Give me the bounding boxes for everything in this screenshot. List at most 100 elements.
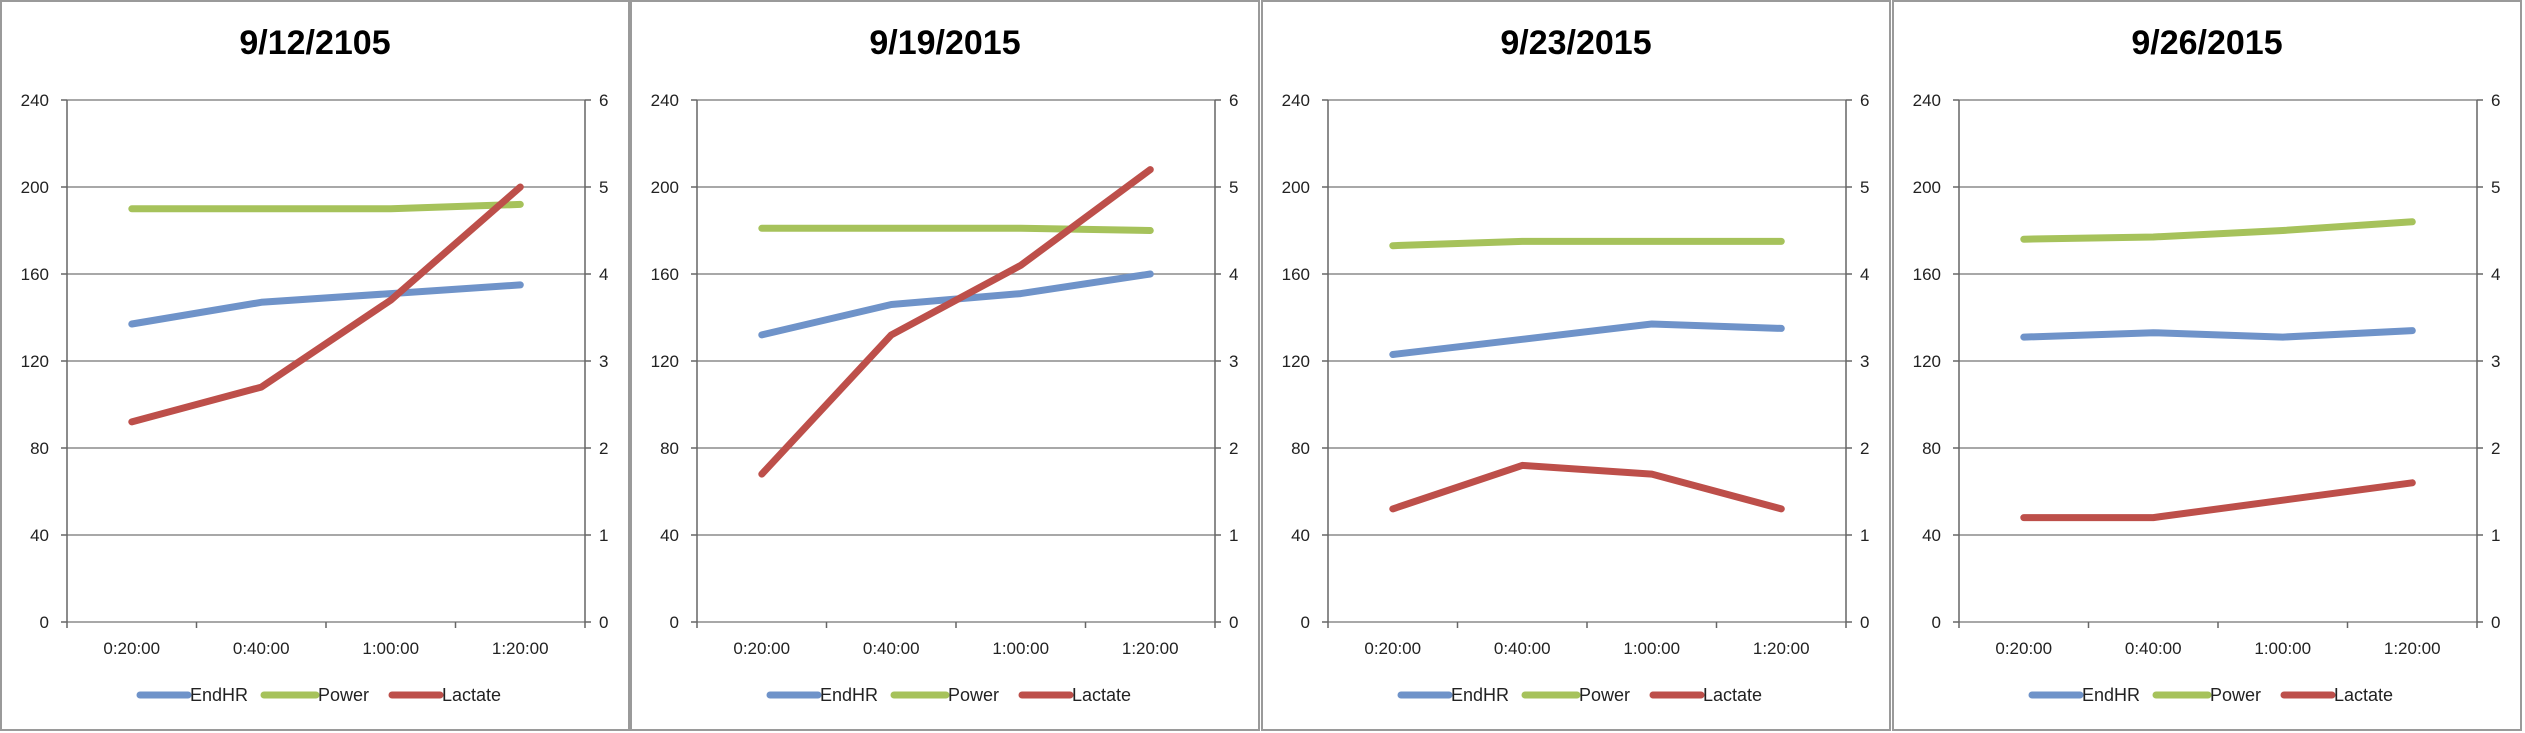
legend-label: Power [318,685,369,705]
y-right-tick-label: 4 [1229,265,1238,284]
line-chart: 0 0 40 1 80 2 120 3 160 4 200 5 240 6 0:20:00 0:40:00 1:… [1913,91,2501,705]
y-left-tick-label: 160 [1913,265,1941,284]
y-left-tick-label: 120 [21,352,49,371]
y-left-tick-label: 240 [21,91,49,110]
y-right-tick-label: 6 [1860,91,1869,110]
y-right-tick-label: 1 [599,526,608,545]
x-tick-label: 1:00:00 [362,639,419,658]
x-tick-label: 0:40:00 [1494,639,1551,658]
y-left-tick-label: 120 [1282,352,1310,371]
y-left-tick-label: 240 [1282,91,1310,110]
y-right-tick-label: 2 [1229,439,1238,458]
legend-label: Power [2210,685,2261,705]
legend-label: EndHR [2082,685,2140,705]
chart-title: 9/12/2105 [239,24,391,62]
legend-label: Lactate [1703,685,1762,705]
chart-panel-4: 9/26/2015 0 0 40 1 80 2 120 3 160 4 200 5 240 6 0:20:00… [1892,0,2522,731]
x-tick-label: 0:20:00 [1995,639,2052,658]
x-tick-label: 0:40:00 [233,639,290,658]
y-left-tick-label: 40 [1922,526,1941,545]
y-left-tick-label: 80 [1291,439,1310,458]
y-left-tick-label: 80 [660,439,679,458]
y-right-tick-label: 1 [2491,526,2500,545]
chart-panel-3: 9/23/2015 0 0 40 1 80 2 120 3 160 4 200 5 240 6 0:20:00… [1261,0,1891,731]
y-right-tick-label: 4 [1860,265,1869,284]
y-right-tick-label: 0 [1860,613,1869,632]
series-line-endhr [758,270,1154,339]
series-line-power [2020,218,2416,243]
x-tick-label: 1:00:00 [1623,639,1680,658]
line-chart: 0 0 40 1 80 2 120 3 160 4 200 5 240 6 0:20:00 0:40:00 1:… [1282,91,1870,705]
y-right-tick-label: 2 [2491,439,2500,458]
y-left-tick-label: 120 [651,352,679,371]
y-right-tick-label: 2 [1860,439,1869,458]
y-left-tick-label: 0 [40,613,49,632]
y-left-tick-label: 200 [1282,178,1310,197]
y-left-tick-label: 160 [21,265,49,284]
y-left-tick-label: 40 [1291,526,1310,545]
y-left-tick-label: 160 [651,265,679,284]
y-left-tick-label: 160 [1282,265,1310,284]
y-right-tick-label: 5 [1229,178,1238,197]
x-tick-label: 0:40:00 [863,639,920,658]
y-left-tick-label: 0 [670,613,679,632]
y-left-tick-label: 120 [1913,352,1941,371]
x-tick-label: 1:00:00 [992,639,1049,658]
y-right-tick-label: 6 [1229,91,1238,110]
x-tick-label: 1:20:00 [2384,639,2441,658]
legend-label: EndHR [190,685,248,705]
y-right-tick-label: 1 [1860,526,1869,545]
series-line-endhr [128,281,524,328]
series-line-endhr [2020,327,2416,341]
y-right-tick-label: 0 [2491,613,2500,632]
x-tick-label: 1:20:00 [492,639,549,658]
y-right-tick-label: 1 [1229,526,1238,545]
series-line-power [758,224,1154,234]
chart-title: 9/26/2015 [2131,24,2283,62]
y-right-tick-label: 0 [1229,613,1238,632]
y-right-tick-label: 3 [1860,352,1869,371]
y-right-tick-label: 4 [599,265,608,284]
x-tick-label: 1:00:00 [2254,639,2311,658]
series-line-power [128,200,524,213]
y-left-tick-label: 200 [21,178,49,197]
series-line-lactate [2020,479,2416,522]
y-right-tick-label: 6 [599,91,608,110]
x-tick-label: 0:20:00 [733,639,790,658]
series-line-lactate [758,166,1154,478]
series-line-lactate [128,183,524,426]
line-chart: 0 0 40 1 80 2 120 3 160 4 200 5 240 6 0:20:00 0:40:00 1:… [651,91,1239,705]
legend-label: Power [1579,685,1630,705]
chart-title: 9/19/2015 [869,24,1021,62]
y-left-tick-label: 200 [1913,178,1941,197]
x-tick-label: 1:20:00 [1753,639,1810,658]
series-line-power [1389,237,1785,250]
legend-label: Lactate [442,685,501,705]
y-left-tick-label: 40 [660,526,679,545]
y-right-tick-label: 2 [599,439,608,458]
chart-panel-1: 9/12/2105 0 0 40 1 80 2 120 3 160 4 200 5 240 6 0:20:00… [0,0,630,731]
y-right-tick-label: 3 [2491,352,2500,371]
y-right-tick-label: 6 [2491,91,2500,110]
y-right-tick-label: 5 [599,178,608,197]
y-right-tick-label: 5 [1860,178,1869,197]
x-tick-label: 1:20:00 [1122,639,1179,658]
y-left-tick-label: 80 [1922,439,1941,458]
x-tick-label: 0:20:00 [1364,639,1421,658]
x-tick-label: 0:20:00 [103,639,160,658]
y-left-tick-label: 240 [651,91,679,110]
y-right-tick-label: 3 [1229,352,1238,371]
x-tick-label: 0:40:00 [2125,639,2182,658]
y-left-tick-label: 240 [1913,91,1941,110]
series-line-lactate [1389,461,1785,513]
legend-label: Power [948,685,999,705]
y-right-tick-label: 3 [599,352,608,371]
line-chart: 0 0 40 1 80 2 120 3 160 4 200 5 240 6 0:20:00 0:40:00 1:… [21,91,609,705]
y-left-tick-label: 200 [651,178,679,197]
series-line-endhr [1389,320,1785,358]
y-left-tick-label: 40 [30,526,49,545]
legend-label: EndHR [1451,685,1509,705]
chart-title: 9/23/2015 [1500,24,1652,62]
y-right-tick-label: 4 [2491,265,2500,284]
